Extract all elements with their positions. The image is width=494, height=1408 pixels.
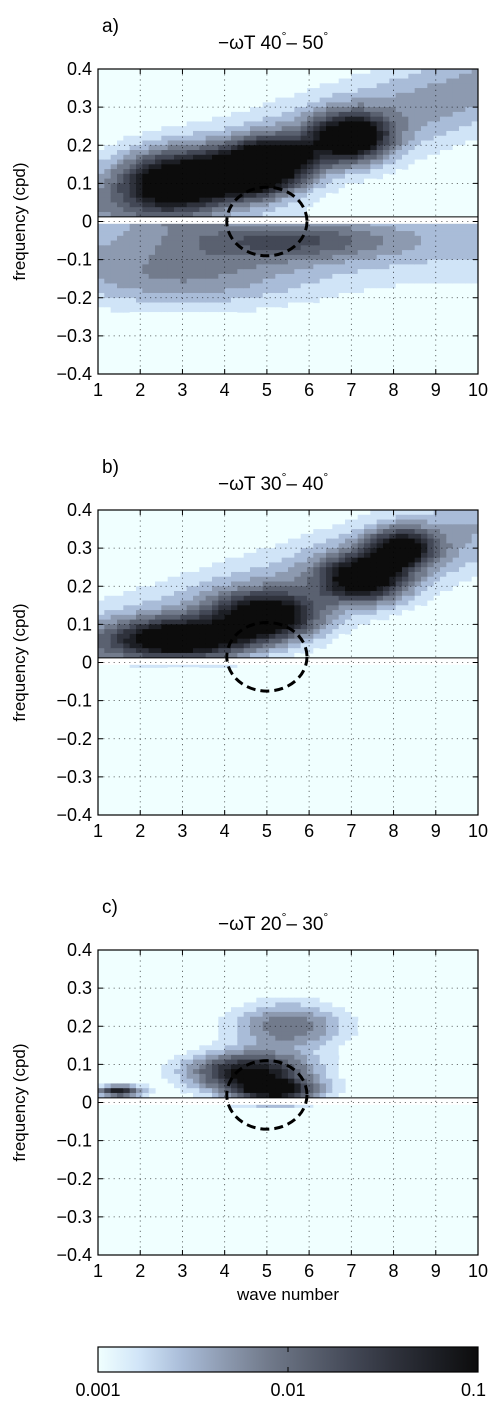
y-axis-label: frequency (cpd)	[10, 162, 29, 280]
y-tick-label: −0.2	[56, 1169, 92, 1189]
x-tick-label: 4	[220, 380, 230, 400]
panel-title: −ωT 30°– 40°	[218, 470, 328, 495]
dashed-ring-marker	[225, 620, 309, 693]
x-tick-label: 5	[262, 1261, 272, 1281]
y-tick-label: 0.4	[67, 59, 92, 79]
zero-band	[98, 657, 478, 665]
y-tick-label: 0.1	[67, 614, 92, 634]
x-tick-label: 9	[431, 380, 441, 400]
panel-letter: b)	[102, 457, 119, 478]
x-tick-label: 6	[304, 1261, 314, 1281]
x-tick-labels: 1 2 3 4 5 6 7 8 9 10	[93, 69, 488, 400]
y-tick-label: 0	[82, 1093, 92, 1113]
y-tick-label: −0.4	[56, 1245, 92, 1265]
panel-a: 1 2 3 4 5 6 7 8 9 10 0.4 0.3 0.2 0.1 0 −0.1 −0.2 −0.3 −0.4…	[10, 16, 488, 400]
y-tick-label: −0.4	[56, 805, 92, 825]
x-tick-label: 1	[93, 821, 103, 841]
panel-c: 1 2 3 4 5 6 7 8 9 10 0.4 0.3 0.2 0.1 0 −0.1 −0.2 −0.3 −0.4…	[10, 897, 488, 1304]
y-tick-label: −0.3	[56, 767, 92, 787]
y-tick-labels: 0.4 0.3 0.2 0.1 0 −0.1 −0.2 −0.3 −0.4	[56, 500, 478, 825]
y-tick-label: 0.3	[67, 97, 92, 117]
y-axis-label: frequency (cpd)	[10, 603, 29, 721]
panel-letter: a)	[102, 16, 119, 37]
x-tick-label: 4	[220, 1261, 230, 1281]
heatmap-field	[98, 997, 365, 1108]
x-tick-label: 7	[346, 380, 356, 400]
x-tick-label: 10	[468, 821, 488, 841]
y-tick-label: 0.4	[67, 500, 92, 520]
zero-band	[98, 216, 478, 224]
x-tick-label: 9	[431, 1261, 441, 1281]
panel-letter: c)	[102, 897, 118, 918]
y-tick-label: −0.3	[56, 1207, 92, 1227]
x-tick-label: 10	[468, 380, 488, 400]
y-tick-label: 0.4	[67, 940, 92, 960]
dashed-ring-marker	[225, 185, 309, 258]
y-tick-label: −0.3	[56, 326, 92, 346]
x-tick-label: 3	[177, 1261, 187, 1281]
dashed-ring-marker	[225, 1059, 309, 1131]
y-tick-labels: 0.4 0.3 0.2 0.1 0 −0.1 −0.2 −0.3 −0.4	[56, 940, 478, 1265]
y-tick-label: 0.1	[67, 1054, 92, 1074]
x-axis-label: wave number	[236, 1285, 339, 1304]
x-tick-label: 7	[346, 1261, 356, 1281]
x-tick-label: 5	[262, 821, 272, 841]
y-tick-label: 0.2	[67, 1016, 92, 1036]
x-tick-label: 1	[93, 380, 103, 400]
colorbar-tick-label: 0.1	[461, 1380, 486, 1400]
x-tick-label: 8	[389, 380, 399, 400]
x-tick-label: 5	[262, 380, 272, 400]
heatmap-field	[98, 510, 478, 673]
y-tick-label: −0.1	[56, 250, 92, 270]
y-tick-label: 0.3	[67, 978, 92, 998]
panel-title: −ωT 20°– 30°	[218, 910, 328, 935]
y-tick-label: −0.2	[56, 288, 92, 308]
x-tick-labels: 1 2 3 4 5 6 7 8 9 10	[93, 950, 488, 1281]
panel-title: −ωT 40°– 50°	[218, 29, 328, 54]
y-tick-label: 0	[82, 653, 92, 673]
colorbar-tick-label: 0.001	[75, 1380, 120, 1400]
x-tick-label: 2	[135, 821, 145, 841]
panel-b: 1 2 3 4 5 6 7 8 9 10 0.4 0.3 0.2 0.1 0 −0.1 −0.2 −0.3 −0.4…	[10, 457, 488, 841]
y-tick-labels: 0.4 0.3 0.2 0.1 0 −0.1 −0.2 −0.3 −0.4	[56, 59, 478, 384]
x-tick-label: 9	[431, 821, 441, 841]
x-tick-label: 3	[177, 380, 187, 400]
x-tick-label: 7	[346, 821, 356, 841]
panels-group: 1 2 3 4 5 6 7 8 9 100.40.30.20.10−0.1−0.2−0.3−0.4…	[10, 16, 488, 1304]
x-tick-label: 8	[389, 1261, 399, 1281]
y-tick-label: 0.2	[67, 135, 92, 155]
y-tick-label: −0.4	[56, 364, 92, 384]
colorbar: 0.001 0.01 0.1	[75, 1346, 486, 1400]
x-tick-label: 4	[220, 821, 230, 841]
y-tick-label: 0	[82, 212, 92, 232]
x-tick-label: 2	[135, 1261, 145, 1281]
y-tick-label: 0.3	[67, 538, 92, 558]
x-tick-label: 10	[468, 1261, 488, 1281]
y-tick-label: 0.2	[67, 576, 92, 596]
x-tick-label: 6	[304, 821, 314, 841]
y-axis-label: frequency (cpd)	[10, 1043, 29, 1161]
y-tick-label: −0.2	[56, 729, 92, 749]
x-tick-label: 6	[304, 380, 314, 400]
colorbar-tick-label: 0.01	[270, 1380, 305, 1400]
x-tick-labels: 1 2 3 4 5 6 7 8 9 10	[93, 510, 488, 841]
x-tick-label: 1	[93, 1261, 103, 1281]
x-tick-label: 3	[177, 821, 187, 841]
zero-band	[98, 1097, 478, 1105]
y-tick-label: −0.1	[56, 691, 92, 711]
x-tick-label: 8	[389, 821, 399, 841]
x-tick-label: 2	[135, 380, 145, 400]
y-tick-label: 0.1	[67, 173, 92, 193]
y-tick-label: −0.1	[56, 1131, 92, 1151]
